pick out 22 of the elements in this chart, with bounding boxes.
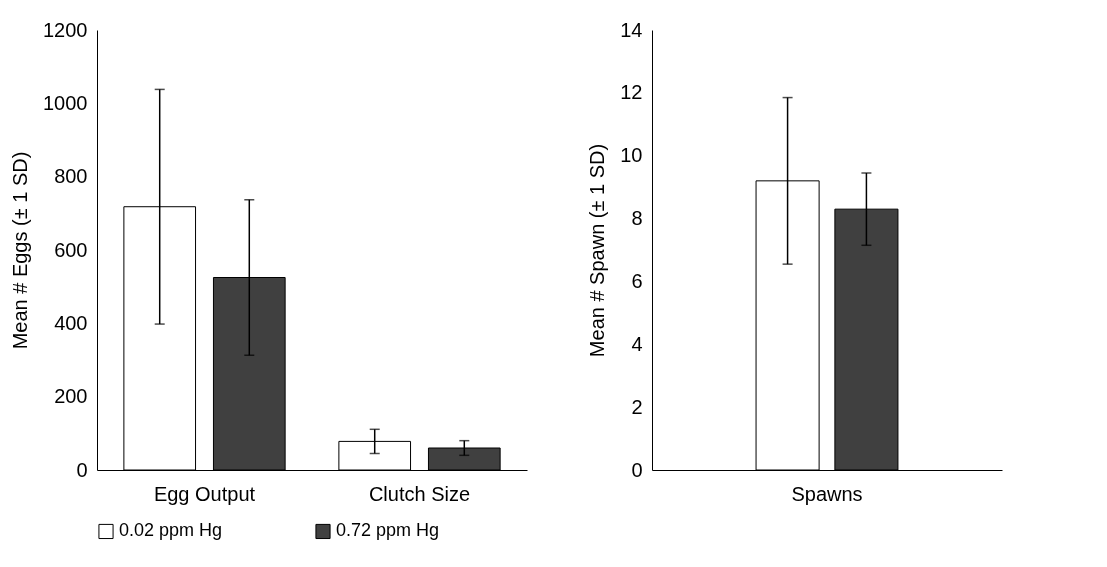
legend-label: 0.02 ppm Hg bbox=[119, 520, 223, 541]
y-tick-label: 400 bbox=[54, 311, 88, 334]
x-tick-label: Spawns bbox=[791, 482, 863, 505]
y-tick-label: 0 bbox=[76, 458, 88, 481]
y-tick-label: 6 bbox=[631, 269, 643, 292]
y-tick-label: 2 bbox=[631, 395, 643, 418]
y-tick-label: 4 bbox=[631, 332, 643, 355]
y-tick-label: 14 bbox=[620, 18, 643, 41]
y-tick-label: 12 bbox=[620, 81, 643, 104]
y-tick-label: 800 bbox=[54, 165, 88, 188]
y-tick-label: 200 bbox=[54, 385, 88, 408]
y-tick-label: 1200 bbox=[43, 18, 88, 41]
y-axis-title: Mean # Eggs (± 1 SD) bbox=[9, 151, 32, 350]
y-axis-title: Mean # Spawn (± 1 SD) bbox=[586, 143, 609, 358]
y-tick-label: 1000 bbox=[43, 91, 88, 114]
y-tick-label: 8 bbox=[631, 207, 643, 230]
y-tick-label: 600 bbox=[54, 238, 88, 261]
y-tick-label: 0 bbox=[631, 458, 643, 481]
legend-label: 0.72 ppm Hg bbox=[336, 520, 440, 541]
x-tick-label: Egg Output bbox=[153, 482, 256, 505]
y-tick-label: 10 bbox=[620, 144, 643, 167]
x-tick-label: Clutch Size bbox=[368, 482, 471, 505]
